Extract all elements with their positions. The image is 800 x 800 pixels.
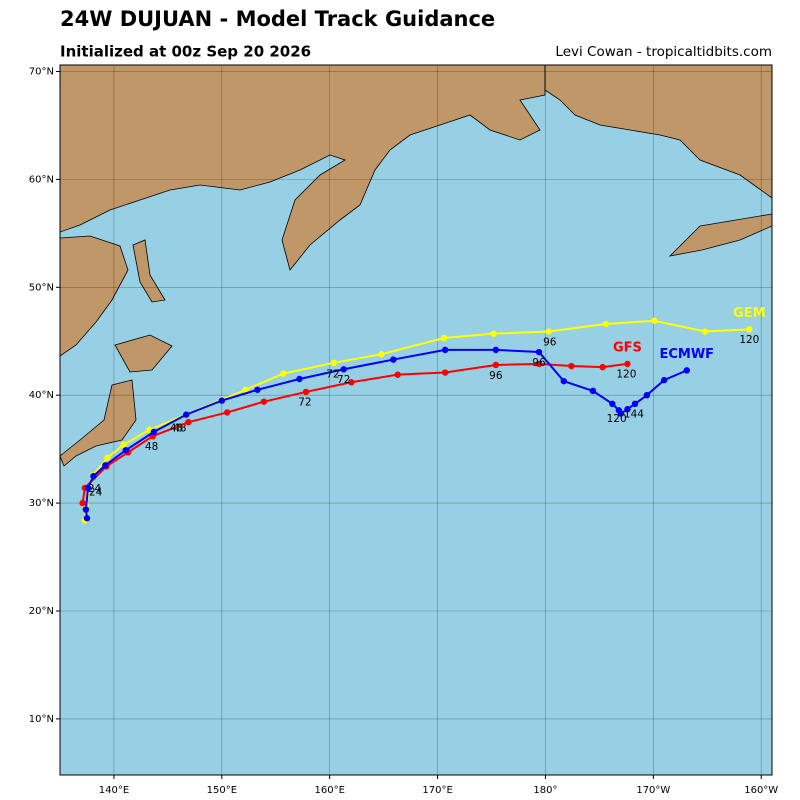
track-point bbox=[701, 328, 709, 335]
hour-label: 72 bbox=[337, 374, 350, 386]
track-point bbox=[492, 361, 500, 369]
track-point bbox=[242, 386, 249, 393]
track-point bbox=[150, 428, 158, 436]
track-point bbox=[185, 418, 192, 426]
hour-label: 144 bbox=[624, 409, 644, 421]
hour-label: 72 bbox=[326, 369, 339, 381]
track-point bbox=[82, 506, 90, 513]
x-tick-label: 170°E bbox=[422, 785, 452, 796]
track-point bbox=[340, 366, 347, 373]
frame bbox=[59, 64, 773, 776]
model-label: GEM bbox=[733, 306, 766, 321]
y-tick-label: 40°N bbox=[29, 390, 54, 401]
track-point bbox=[490, 330, 497, 337]
y-tick-label: 50°N bbox=[29, 282, 54, 293]
hour-label: 96 bbox=[543, 336, 557, 348]
track-point bbox=[617, 410, 625, 417]
track-point bbox=[746, 326, 753, 333]
track-point bbox=[394, 371, 401, 378]
track-point bbox=[104, 454, 111, 461]
track-point bbox=[589, 387, 597, 395]
model-label: GFS bbox=[613, 340, 642, 355]
track-point bbox=[378, 350, 385, 358]
chart-subtitle: Initialized at 00z Sep 20 2026 bbox=[60, 43, 311, 61]
track-point bbox=[83, 514, 91, 522]
track-point bbox=[90, 472, 97, 480]
track-point bbox=[224, 409, 231, 416]
track-point bbox=[651, 317, 658, 324]
track-point bbox=[660, 376, 668, 384]
hour-label: 96 bbox=[532, 357, 546, 369]
track-point bbox=[683, 367, 690, 374]
track-point bbox=[183, 411, 190, 418]
y-tick-label: 20°N bbox=[29, 606, 54, 617]
credit: Levi Cowan - tropicaltidbits.com bbox=[555, 44, 772, 60]
track-point bbox=[492, 346, 500, 354]
y-tick-label: 60°N bbox=[29, 174, 54, 185]
track-point bbox=[602, 320, 610, 328]
track-point bbox=[302, 388, 310, 396]
hour-label: 48 bbox=[170, 423, 183, 435]
track-point bbox=[102, 462, 109, 469]
track-point bbox=[599, 363, 606, 371]
track-point bbox=[120, 441, 127, 449]
hour-label: 120 bbox=[607, 413, 627, 425]
hour-label: 72 bbox=[298, 397, 311, 409]
track-point bbox=[609, 400, 616, 408]
hour-label: 120 bbox=[739, 334, 759, 346]
track-point bbox=[568, 362, 575, 370]
y-tick-label: 10°N bbox=[29, 714, 54, 725]
track-point bbox=[643, 391, 651, 399]
track-point bbox=[535, 360, 543, 368]
track-point bbox=[441, 346, 449, 354]
track-point bbox=[260, 398, 268, 405]
track-point bbox=[440, 334, 448, 342]
track-point bbox=[122, 447, 130, 454]
track-point bbox=[390, 356, 397, 363]
x-tick-label: 180° bbox=[533, 785, 557, 796]
hour-label: 24 bbox=[89, 486, 103, 498]
track-point bbox=[330, 359, 338, 367]
track-point bbox=[79, 499, 86, 507]
track-point bbox=[624, 360, 631, 368]
x-tick-label: 160°W bbox=[744, 785, 778, 796]
chart-title: 24W DUJUAN - Model Track Guidance bbox=[60, 7, 495, 31]
x-tick-label: 160°E bbox=[314, 785, 344, 796]
hour-label: 48 bbox=[145, 441, 158, 453]
track-point bbox=[560, 377, 567, 385]
land bbox=[60, 65, 772, 467]
track-point bbox=[280, 370, 287, 377]
hour-label: 96 bbox=[489, 370, 503, 382]
x-tick-label: 140°E bbox=[99, 785, 129, 796]
track-point bbox=[631, 400, 639, 408]
hour-label: 48 bbox=[173, 423, 186, 435]
track-point bbox=[535, 348, 543, 356]
track-point bbox=[218, 397, 226, 404]
hour-label: 24 bbox=[88, 483, 102, 495]
track-point bbox=[84, 484, 92, 492]
track-point bbox=[441, 369, 449, 376]
track-point bbox=[254, 386, 261, 393]
x-tick-label: 150°E bbox=[207, 785, 237, 796]
track-point bbox=[296, 375, 303, 383]
x-tick-label: 170°W bbox=[636, 785, 670, 796]
model-label: ECMWF bbox=[659, 347, 714, 362]
track-point bbox=[624, 406, 631, 413]
y-tick-label: 70°N bbox=[29, 66, 54, 77]
track-point bbox=[348, 379, 355, 386]
y-tick-label: 30°N bbox=[29, 498, 54, 509]
hour-label: 120 bbox=[616, 369, 636, 381]
track-point bbox=[545, 328, 552, 335]
